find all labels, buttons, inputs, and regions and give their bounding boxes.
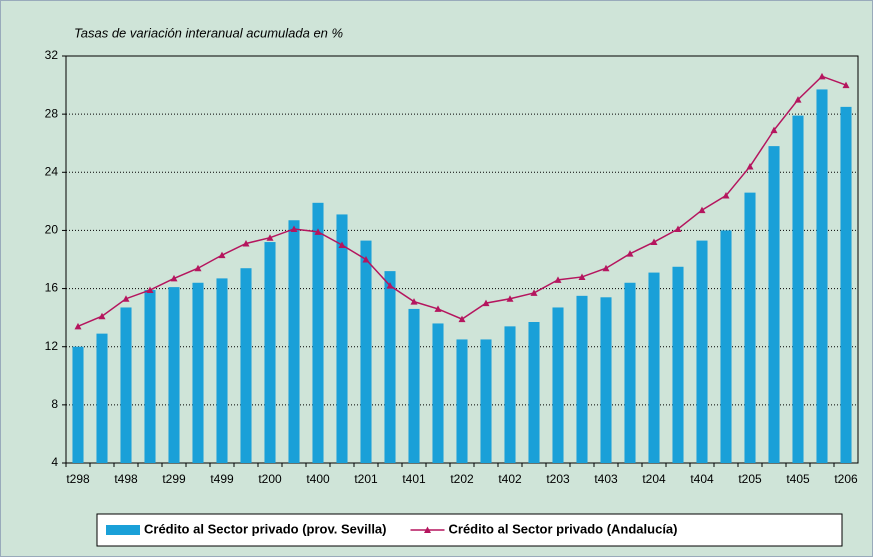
x-tick-label: t206 bbox=[834, 472, 858, 486]
marker bbox=[122, 295, 130, 302]
marker bbox=[842, 81, 850, 89]
marker bbox=[626, 250, 634, 257]
bar bbox=[240, 268, 252, 463]
marker bbox=[410, 298, 418, 305]
legend-label: Crédito al Sector privado (prov. Sevilla… bbox=[144, 521, 387, 536]
marker bbox=[530, 289, 538, 296]
marker bbox=[770, 126, 778, 134]
bar bbox=[480, 339, 492, 463]
bar bbox=[744, 192, 756, 463]
marker bbox=[146, 286, 154, 294]
y-tick-label: 12 bbox=[45, 339, 59, 353]
y-tick-label: 20 bbox=[45, 223, 59, 237]
x-tick-label: t201 bbox=[354, 472, 378, 486]
bar bbox=[720, 230, 732, 463]
bar bbox=[456, 339, 468, 463]
marker bbox=[266, 234, 274, 241]
x-tick-label: t298 bbox=[66, 472, 90, 486]
bar bbox=[336, 214, 348, 463]
bar bbox=[168, 287, 180, 463]
y-tick-label: 4 bbox=[51, 455, 58, 469]
marker bbox=[338, 241, 346, 248]
x-tick-label: t499 bbox=[210, 472, 234, 486]
y-tick-label: 24 bbox=[45, 164, 59, 178]
bar bbox=[792, 115, 804, 463]
y-tick-label: 28 bbox=[45, 106, 59, 120]
legend-swatch bbox=[424, 526, 431, 533]
y-tick-label: 16 bbox=[45, 281, 59, 295]
bar bbox=[552, 307, 564, 463]
marker bbox=[74, 322, 82, 330]
bar bbox=[360, 240, 372, 463]
marker bbox=[818, 72, 826, 80]
bar bbox=[384, 271, 396, 463]
bar bbox=[576, 295, 588, 463]
x-tick-label: t498 bbox=[114, 472, 138, 486]
bar bbox=[216, 278, 228, 463]
bar bbox=[288, 220, 300, 463]
x-tick-label: t205 bbox=[738, 472, 762, 486]
bar bbox=[600, 297, 612, 463]
marker bbox=[578, 273, 586, 280]
marker bbox=[170, 274, 178, 282]
marker bbox=[746, 162, 754, 170]
legend-swatch bbox=[106, 525, 140, 535]
marker bbox=[674, 225, 682, 232]
marker bbox=[794, 96, 802, 103]
marker bbox=[434, 305, 442, 312]
bar bbox=[648, 272, 660, 463]
x-tick-label: t403 bbox=[594, 472, 618, 486]
bar bbox=[120, 307, 132, 463]
x-tick-label: t203 bbox=[546, 472, 570, 486]
x-tick-label: t200 bbox=[258, 472, 282, 486]
y-tick-label: 8 bbox=[51, 397, 58, 411]
bar bbox=[624, 282, 636, 463]
x-tick-label: t404 bbox=[690, 472, 714, 486]
y-tick-label: 32 bbox=[45, 48, 59, 62]
x-tick-label: t401 bbox=[402, 472, 426, 486]
x-tick-label: t402 bbox=[498, 472, 522, 486]
marker bbox=[458, 315, 466, 323]
bar bbox=[144, 290, 156, 463]
marker bbox=[482, 299, 490, 307]
marker bbox=[698, 206, 706, 214]
bar bbox=[840, 106, 852, 463]
marker bbox=[722, 192, 730, 199]
marker bbox=[602, 264, 610, 272]
marker bbox=[314, 228, 322, 235]
marker bbox=[362, 256, 370, 263]
bar bbox=[96, 333, 108, 463]
x-tick-label: t204 bbox=[642, 472, 666, 486]
marker bbox=[554, 276, 562, 283]
marker bbox=[386, 282, 394, 289]
marker bbox=[98, 312, 106, 320]
legend-label: Crédito al Sector privado (Andalucía) bbox=[449, 521, 678, 536]
x-tick-label: t405 bbox=[786, 472, 810, 486]
x-tick-label: t202 bbox=[450, 472, 474, 486]
bar bbox=[768, 146, 780, 463]
bar bbox=[672, 266, 684, 463]
chart-subtitle: Tasas de variación interanual acumulada … bbox=[74, 25, 343, 40]
bar bbox=[696, 240, 708, 463]
x-tick-label: t299 bbox=[162, 472, 186, 486]
marker bbox=[218, 251, 226, 259]
bar bbox=[312, 202, 324, 463]
bar bbox=[504, 326, 516, 463]
bar bbox=[408, 308, 420, 463]
x-tick-label: t400 bbox=[306, 472, 330, 486]
bar bbox=[72, 346, 84, 463]
bar bbox=[264, 242, 276, 463]
marker bbox=[650, 238, 658, 246]
marker bbox=[242, 240, 250, 247]
bar bbox=[528, 322, 540, 463]
bar bbox=[192, 282, 204, 463]
bar bbox=[432, 323, 444, 463]
marker bbox=[290, 225, 298, 232]
marker bbox=[506, 295, 514, 302]
bar bbox=[816, 89, 828, 464]
marker bbox=[194, 264, 202, 272]
legend-box bbox=[96, 513, 843, 547]
